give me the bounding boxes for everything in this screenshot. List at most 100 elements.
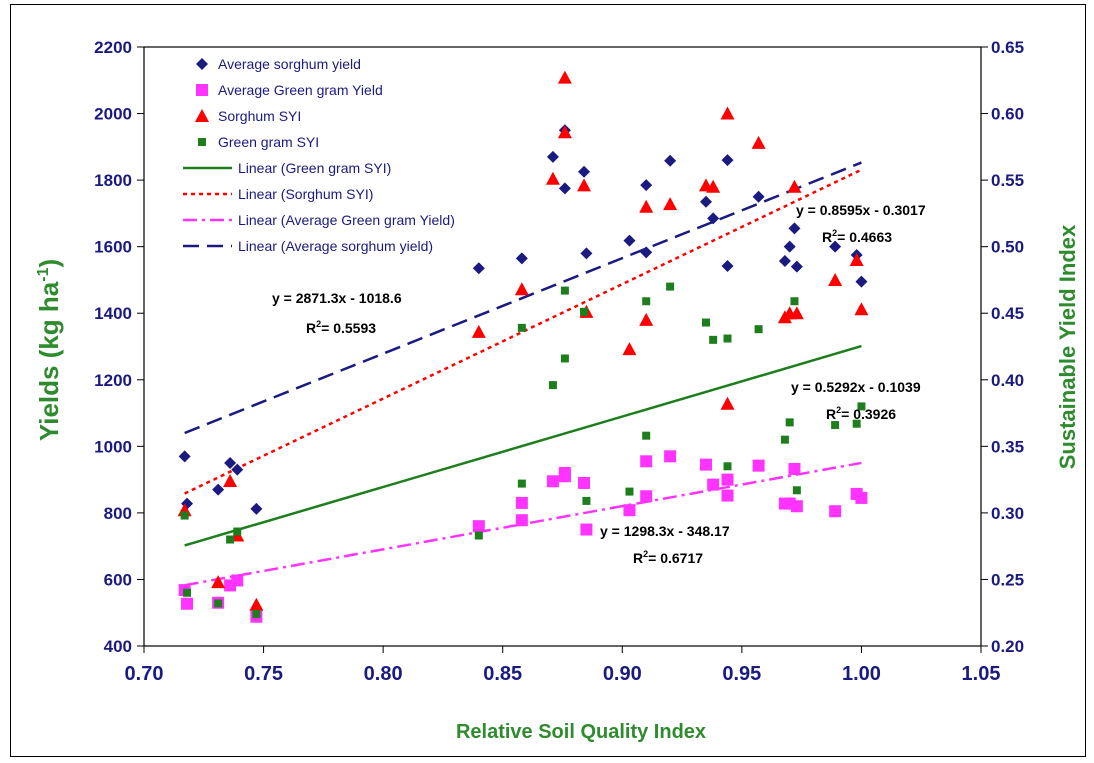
point-greengram-yield bbox=[515, 514, 528, 527]
y-axis-right-title: Sustainable Yield Index bbox=[1055, 224, 1080, 469]
x-tick-label: 0.80 bbox=[364, 663, 403, 685]
point-greengram-yield bbox=[558, 466, 571, 479]
y-right-tick-label: 0.55 bbox=[991, 171, 1024, 190]
y-left-tick-label: 2200 bbox=[94, 38, 132, 57]
point-sorghum-yield bbox=[783, 240, 796, 253]
point-sorghum-syi bbox=[854, 302, 869, 316]
x-tick-label: 0.75 bbox=[244, 663, 283, 685]
point-sorghum-yield bbox=[778, 254, 791, 267]
point-greengram-syi bbox=[709, 335, 718, 344]
point-sorghum-syi bbox=[249, 597, 264, 611]
point-sorghum-syi bbox=[849, 252, 864, 266]
point-sorghum-yield bbox=[515, 252, 528, 265]
point-greengram-yield bbox=[707, 478, 720, 491]
annotation-greengram-yield-r2-value: = 0.6717 bbox=[648, 550, 703, 566]
r2-superscript: 2 bbox=[316, 319, 321, 329]
y-left-tick-label: 1800 bbox=[94, 171, 132, 190]
y-right-tick-label: 0.60 bbox=[991, 105, 1024, 124]
point-sorghum-syi bbox=[720, 106, 735, 120]
y-right-tick-label: 0.45 bbox=[991, 304, 1024, 323]
legend-label: Linear (Sorghum SYI) bbox=[238, 186, 373, 202]
x-tick-label: 0.85 bbox=[483, 663, 522, 685]
point-greengram-yield bbox=[752, 459, 765, 472]
annotation-greengram-syi-r2-value: = 0.3926 bbox=[841, 406, 896, 422]
y-right-tick-label: 0.50 bbox=[991, 238, 1024, 257]
y-right-tick-label: 0.20 bbox=[991, 637, 1024, 656]
point-sorghum-syi bbox=[622, 342, 637, 356]
x-tick-label: 1.05 bbox=[962, 663, 1001, 685]
point-sorghum-yield bbox=[790, 260, 803, 273]
axis-titles: Relative Soil Quality Index Yields (kg h… bbox=[34, 224, 1080, 743]
point-sorghum-yield bbox=[231, 463, 244, 476]
point-sorghum-yield bbox=[250, 502, 263, 515]
point-sorghum-syi bbox=[557, 70, 572, 84]
x-tick-label: 0.70 bbox=[125, 663, 164, 685]
point-greengram-yield bbox=[855, 491, 868, 504]
point-sorghum-yield bbox=[664, 154, 677, 167]
point-greengram-syi bbox=[666, 282, 675, 291]
point-greengram-syi bbox=[183, 588, 192, 597]
legend-swatch bbox=[196, 58, 208, 70]
point-greengram-yield bbox=[640, 490, 653, 503]
y-axis-left-title-main: Yields (kg ha bbox=[34, 281, 64, 441]
point-sorghum-syi bbox=[471, 324, 486, 338]
point-sorghum-syi bbox=[514, 282, 529, 296]
annotations: y = 2871.3x - 1018.6 R2= 0.5593 y = 0.85… bbox=[272, 202, 926, 566]
r2-superscript: 2 bbox=[643, 549, 648, 559]
point-greengram-yield bbox=[231, 574, 244, 587]
trendline-greengram-syi bbox=[184, 344, 862, 547]
data-points bbox=[177, 70, 869, 623]
point-greengram-syi bbox=[780, 435, 789, 444]
legend-label: Green gram SYI bbox=[218, 134, 319, 150]
point-greengram-syi bbox=[214, 599, 223, 608]
annotation-sorghum-yield-r2-value: = 0.5593 bbox=[321, 320, 376, 336]
point-greengram-syi bbox=[233, 527, 242, 536]
point-sorghum-yield bbox=[788, 222, 801, 235]
point-greengram-syi bbox=[226, 535, 235, 544]
point-greengram-syi bbox=[548, 381, 557, 390]
annotation-greengram-syi-eq: y = 0.5292x - 0.1039 bbox=[791, 379, 921, 395]
point-greengram-yield bbox=[721, 489, 734, 502]
annotation-sorghum-yield-eq: y = 2871.3x - 1018.6 bbox=[272, 290, 402, 306]
point-greengram-yield bbox=[578, 476, 591, 489]
y-left-tick-label: 600 bbox=[104, 570, 132, 589]
r2-superscript: 2 bbox=[836, 405, 841, 415]
plot-area-border bbox=[143, 46, 982, 647]
point-sorghum-syi bbox=[751, 135, 766, 149]
chart-frame bbox=[10, 4, 1086, 757]
x-tick-label: 0.95 bbox=[722, 663, 761, 685]
point-sorghum-yield bbox=[580, 247, 593, 260]
point-greengram-syi bbox=[852, 419, 861, 428]
legend-swatch bbox=[198, 138, 206, 146]
point-sorghum-yield bbox=[721, 259, 734, 272]
point-greengram-yield bbox=[699, 458, 712, 471]
point-greengram-yield bbox=[664, 450, 677, 463]
point-sorghum-yield bbox=[721, 154, 734, 167]
point-greengram-syi bbox=[180, 511, 189, 520]
point-sorghum-syi bbox=[828, 272, 843, 286]
annotation-greengram-yield-r2: R2= 0.6717 bbox=[633, 549, 703, 566]
y-axis-left-title-close: ) bbox=[34, 259, 64, 268]
annotation-sorghum-syi-r2: R2= 0.4663 bbox=[822, 228, 892, 245]
point-sorghum-syi bbox=[577, 178, 592, 192]
point-greengram-yield bbox=[788, 462, 801, 475]
y-right-tick-label: 0.35 bbox=[991, 437, 1024, 456]
point-sorghum-yield bbox=[546, 150, 559, 163]
y-axis-left-title-sup: -1 bbox=[35, 267, 52, 281]
legend-label: Sorghum SYI bbox=[218, 108, 301, 124]
point-sorghum-yield bbox=[752, 190, 765, 203]
y-left-tick-label: 1600 bbox=[94, 238, 132, 257]
point-sorghum-syi bbox=[720, 396, 735, 410]
point-sorghum-yield bbox=[640, 179, 653, 192]
y-right-tick-label: 0.25 bbox=[991, 570, 1024, 589]
point-greengram-syi bbox=[560, 286, 569, 295]
y-left-tick-label: 2000 bbox=[94, 105, 132, 124]
point-sorghum-yield bbox=[829, 240, 842, 253]
legend-label: Linear (Green gram SYI) bbox=[238, 160, 391, 176]
point-greengram-syi bbox=[580, 307, 589, 316]
legend-label: Linear (Average sorghum yield) bbox=[238, 238, 433, 254]
point-greengram-syi bbox=[642, 431, 651, 440]
x-tick-label: 1.00 bbox=[842, 663, 881, 685]
point-greengram-syi bbox=[723, 334, 732, 343]
r2-superscript: 2 bbox=[832, 228, 837, 238]
